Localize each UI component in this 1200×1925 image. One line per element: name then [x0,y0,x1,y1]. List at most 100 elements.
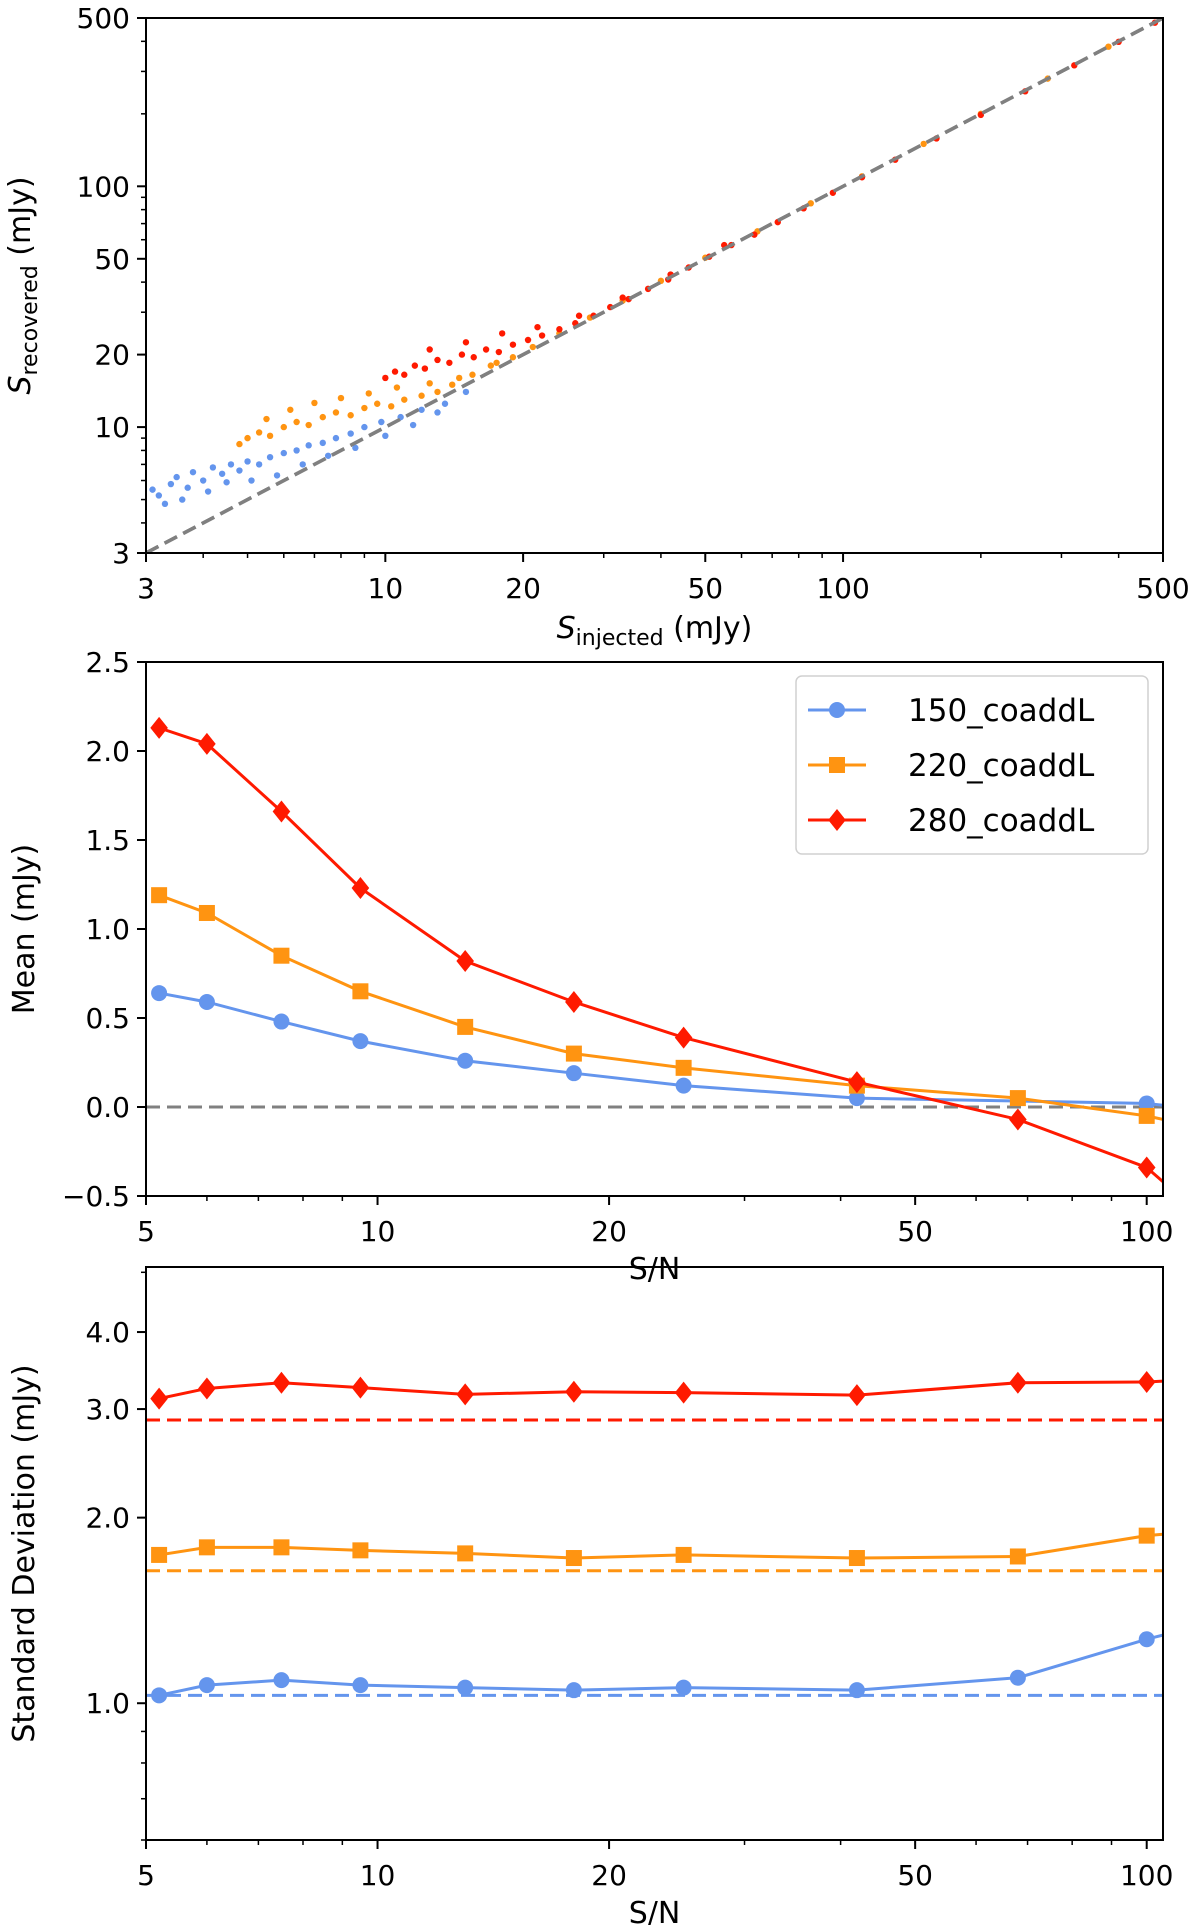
scatter-point [361,423,368,431]
series-150_coaddL [151,985,1163,1112]
scatter-point [184,484,191,491]
scatter-point [305,442,312,449]
diamond-marker [1009,1108,1027,1131]
circle-marker [1009,1669,1026,1686]
scatter-point [255,461,263,468]
circle-marker [565,1065,582,1082]
scatter-point [209,464,217,471]
circle-marker [151,985,168,1002]
diamond-marker [565,990,583,1013]
legend-swatch-square [829,757,845,773]
diamond-marker [848,1384,866,1407]
scatter-point [470,354,477,361]
scatter-point [487,362,495,369]
scatter-point [179,496,186,503]
scatter-point [426,346,433,353]
scatter-point [352,444,359,452]
scatter-point [337,394,345,402]
legend-swatch-circle [829,702,845,718]
legend-entry-label: 220_coaddL [908,748,1095,784]
scatter-point [280,423,287,431]
y-tick-label: −0.5 [62,1180,130,1213]
scatter-point [441,400,449,407]
diamond-marker [1009,1371,1027,1394]
scatter-point [155,492,163,499]
series-220_coaddL [151,887,1163,1124]
scatter-point [332,434,340,442]
scatter-point [449,381,456,388]
x-tick-label: 500 [1136,572,1189,605]
scatter-point [462,339,470,346]
axes-frame [145,17,1164,554]
y-tick-label: 0.5 [85,1002,130,1035]
y-axis-label: Mean (mJy) [7,844,42,1015]
diamond-marker [456,1383,474,1406]
y-tick-label: 4.0 [85,1316,130,1349]
x-tick-label: 20 [505,572,541,605]
scatter-point [401,371,408,378]
x-axis-label-sub: injected [576,626,664,651]
square-marker [675,1059,692,1076]
y-tick-label: 3 [112,537,130,570]
plot-area [146,18,1163,553]
diamond-marker [272,1371,291,1394]
scatter-point [495,348,503,356]
scatter-point [255,429,263,436]
scatter-point [446,359,453,366]
circle-marker [1138,1095,1155,1112]
x-axis-label: S/N [629,1896,681,1925]
diamond-marker [456,950,474,973]
circle-marker [848,1090,865,1107]
scatter-point [204,488,212,495]
chart-panel-1: 3 10 20 50 100 500 3 10 20 50 100 500 Sinjected (mJy… [3,2,1190,651]
square-marker [151,887,168,904]
x-axis-label: Sinjected (mJy) [557,611,753,651]
scatter-point [293,447,300,454]
y-tick-label: 2.0 [85,735,130,768]
scatter-point [469,371,476,378]
legend-entry-label: 280_coaddL [908,803,1095,839]
scatter-point [223,479,230,486]
scatter-point [524,336,532,344]
legend-box [795,675,1149,855]
diamond-marker [198,732,216,755]
scatter-point [248,477,255,484]
scatter-point [498,330,506,337]
circle-marker [273,1013,290,1030]
scatter-point [455,374,463,382]
scatter-point [482,346,490,353]
scatter-point [236,440,243,448]
scatter-point [401,396,408,403]
y-axis-label-main: S [3,376,38,395]
scatter-point [409,421,417,429]
diamond-marker [150,716,168,739]
series-220_coaddL [146,1527,1163,1573]
scatter-point [529,343,537,351]
scatter-point [244,458,251,465]
scatter-point [421,365,429,372]
scatter-point [411,362,419,369]
square-marker [151,1546,168,1563]
scatter-point [920,140,927,148]
series-280_coaddL [146,1370,1163,1422]
y-axis-label: Srecovered (mJy) [3,176,43,394]
scatter-point [227,461,235,468]
scatter-point [458,351,466,358]
scatter-point [382,432,389,440]
y-tick-label: 0.0 [85,1091,130,1124]
y-tick-label: 500 [77,2,130,35]
circle-marker [675,1077,692,1094]
x-axis-label: S/N [629,1252,681,1287]
diamond-marker [351,877,370,900]
series-150_coaddL [146,1631,1163,1704]
scatter-point [426,380,433,387]
x-tick-label: 100 [1120,1859,1173,1892]
axes-frame [145,1266,1164,1841]
square-marker [352,1542,369,1559]
square-marker [565,1045,582,1062]
circle-marker [457,1679,474,1696]
circle-marker [352,1033,369,1050]
scatter-point [391,368,399,375]
scatter-point [305,421,312,429]
